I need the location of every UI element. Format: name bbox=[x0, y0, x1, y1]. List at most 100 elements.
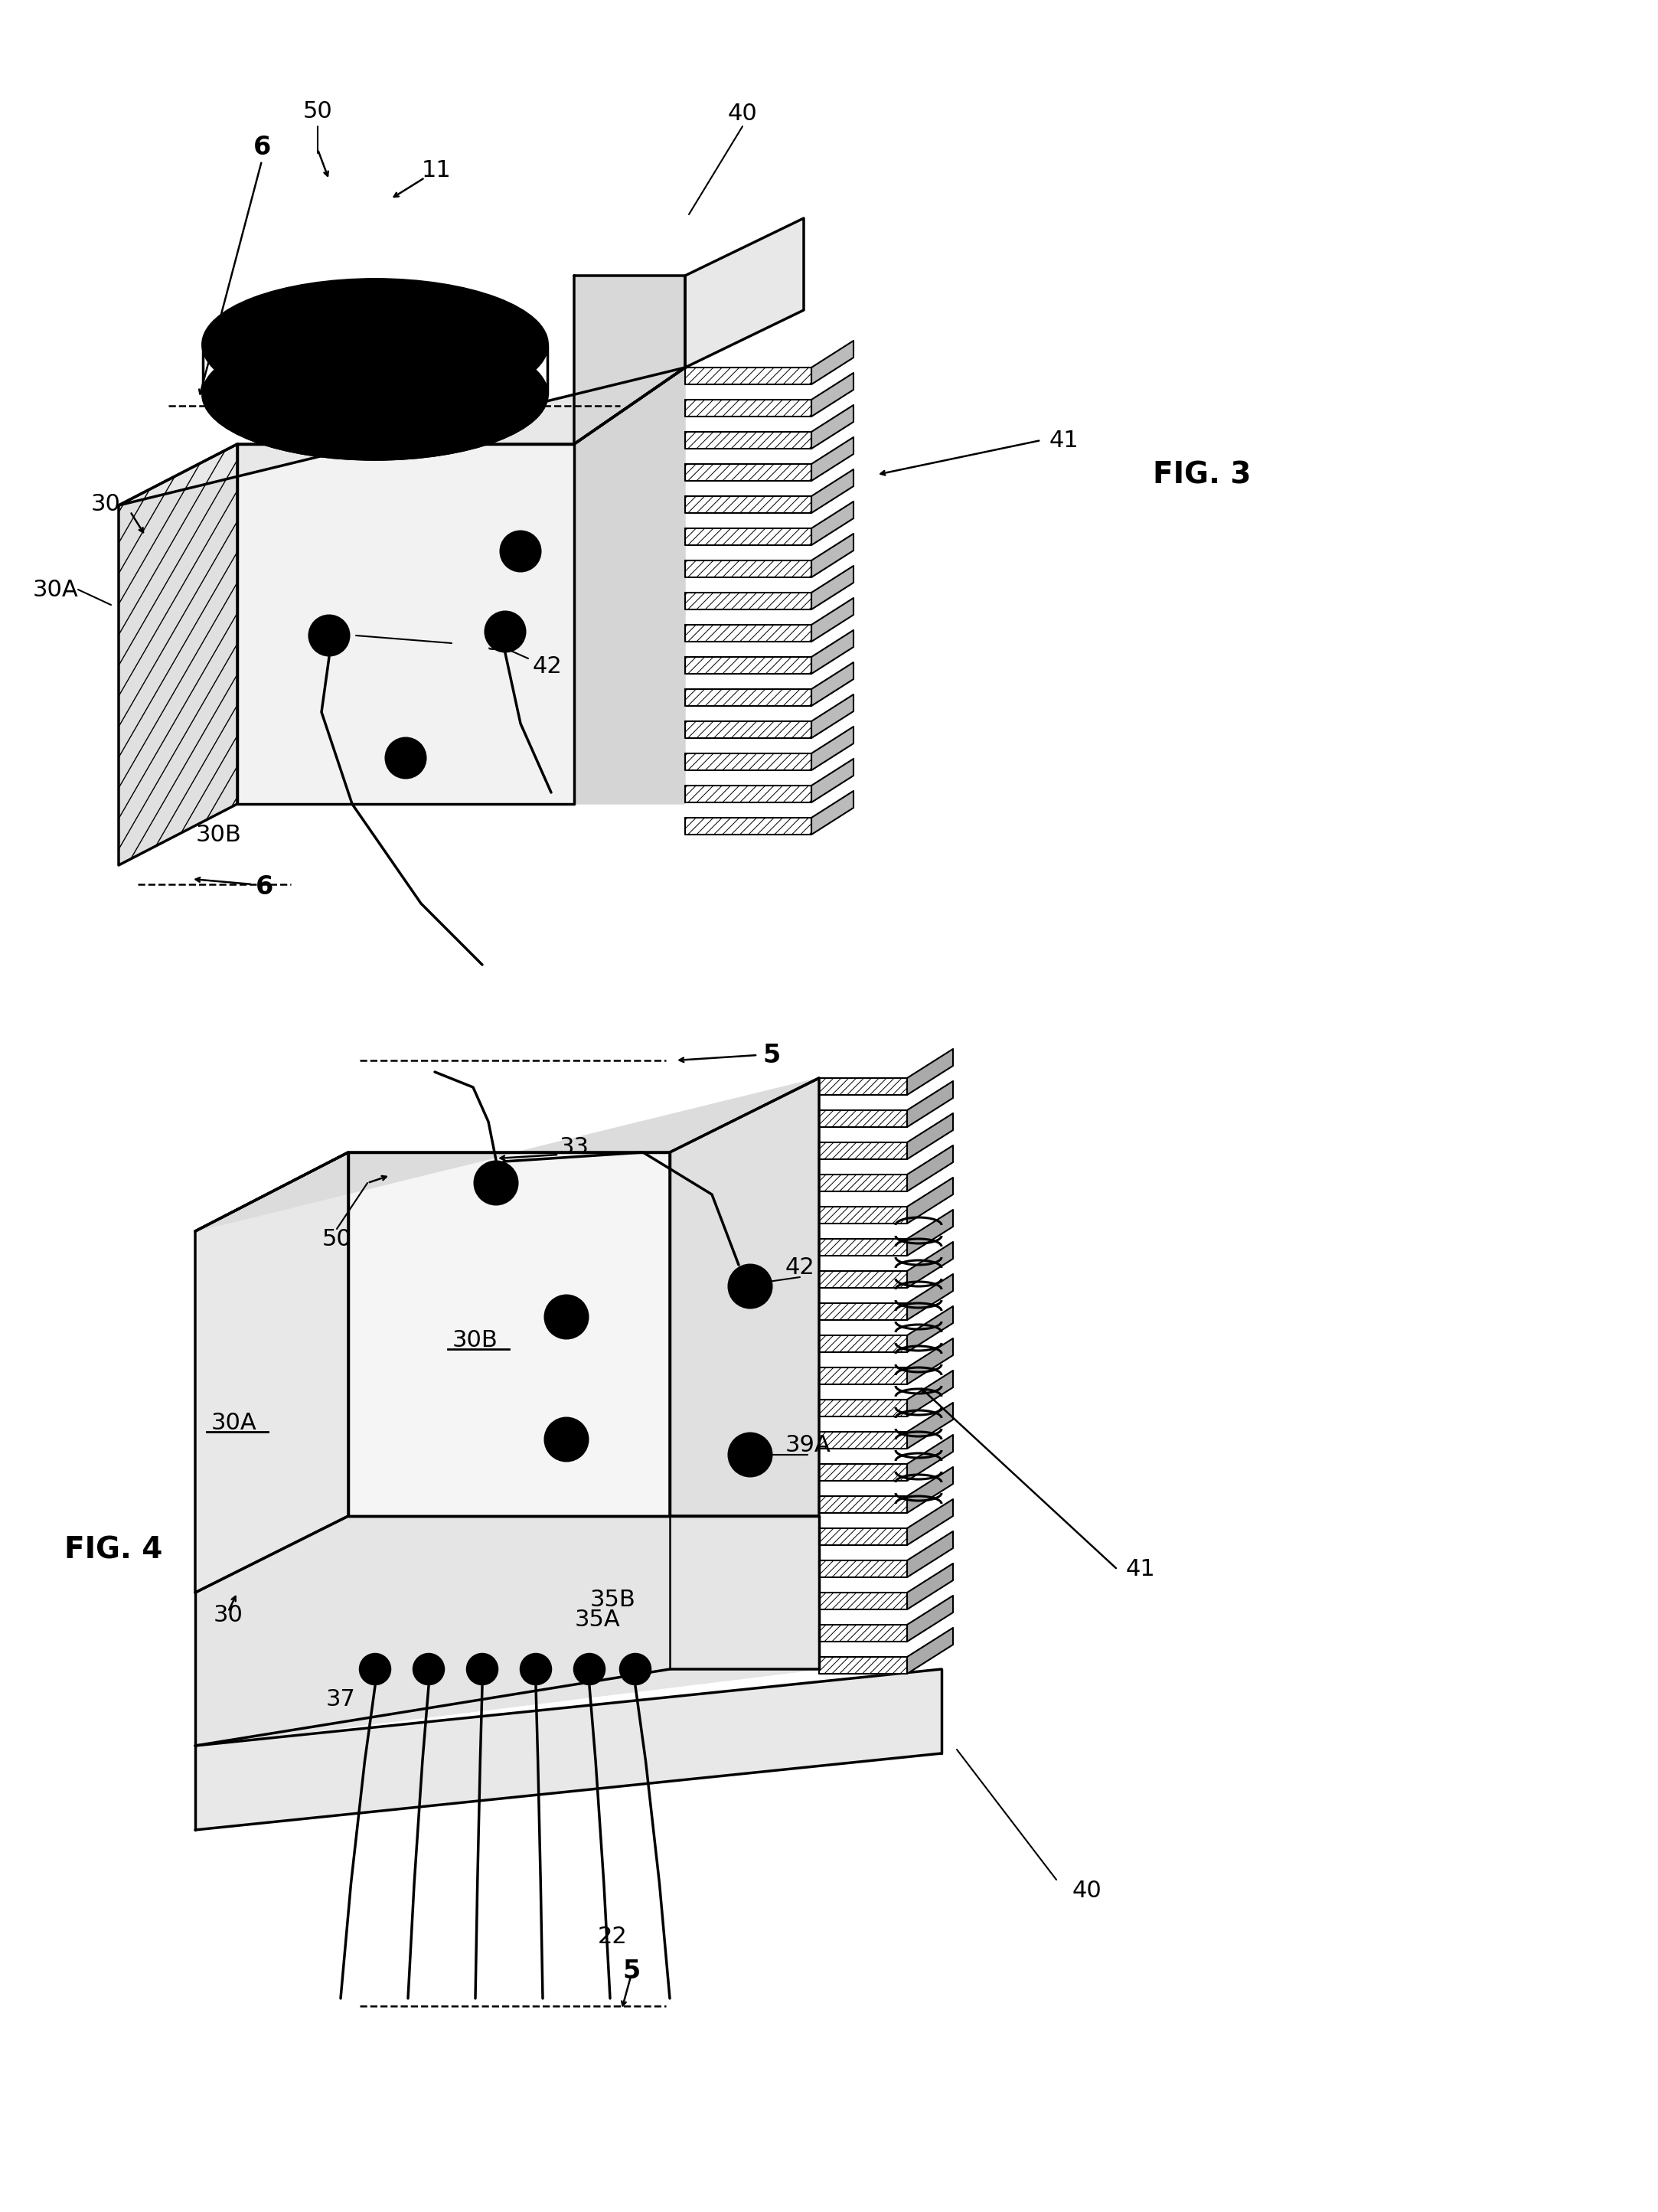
Polygon shape bbox=[819, 1336, 907, 1352]
Polygon shape bbox=[811, 630, 854, 675]
Circle shape bbox=[468, 1655, 497, 1686]
Polygon shape bbox=[819, 1110, 907, 1128]
Polygon shape bbox=[685, 529, 811, 544]
Text: 11: 11 bbox=[421, 159, 451, 181]
Circle shape bbox=[474, 1661, 489, 1677]
Circle shape bbox=[310, 615, 350, 655]
Polygon shape bbox=[907, 1531, 953, 1577]
Polygon shape bbox=[685, 219, 804, 367]
Polygon shape bbox=[670, 1077, 819, 1515]
Polygon shape bbox=[819, 1431, 907, 1449]
Polygon shape bbox=[907, 1402, 953, 1449]
Polygon shape bbox=[811, 341, 854, 385]
Polygon shape bbox=[237, 445, 574, 803]
Text: 40: 40 bbox=[1073, 1880, 1103, 1902]
Polygon shape bbox=[819, 1367, 907, 1385]
Text: 30B: 30B bbox=[196, 823, 240, 845]
Ellipse shape bbox=[350, 334, 400, 354]
Polygon shape bbox=[819, 1141, 907, 1159]
Circle shape bbox=[360, 1655, 390, 1686]
Polygon shape bbox=[196, 1152, 348, 1593]
Polygon shape bbox=[907, 1628, 953, 1674]
Ellipse shape bbox=[466, 332, 496, 343]
Polygon shape bbox=[811, 597, 854, 641]
Text: 35B: 35B bbox=[590, 1588, 635, 1610]
Circle shape bbox=[421, 1661, 436, 1677]
Polygon shape bbox=[907, 1595, 953, 1641]
Polygon shape bbox=[685, 465, 811, 480]
Text: 41: 41 bbox=[1050, 429, 1079, 451]
Polygon shape bbox=[196, 1077, 819, 1232]
Polygon shape bbox=[819, 1175, 907, 1192]
Polygon shape bbox=[907, 1241, 953, 1287]
Polygon shape bbox=[811, 695, 854, 739]
Polygon shape bbox=[907, 1210, 953, 1256]
Ellipse shape bbox=[307, 303, 337, 316]
Polygon shape bbox=[811, 374, 854, 416]
Polygon shape bbox=[811, 759, 854, 803]
Polygon shape bbox=[574, 367, 685, 803]
Polygon shape bbox=[685, 818, 811, 834]
Polygon shape bbox=[685, 754, 811, 770]
Circle shape bbox=[318, 624, 340, 646]
Polygon shape bbox=[119, 445, 237, 865]
Polygon shape bbox=[685, 624, 811, 641]
Text: 6: 6 bbox=[255, 874, 274, 900]
Polygon shape bbox=[819, 1272, 907, 1287]
Polygon shape bbox=[348, 1152, 670, 1515]
Text: 30A: 30A bbox=[33, 580, 78, 602]
Circle shape bbox=[730, 1265, 771, 1307]
Polygon shape bbox=[685, 785, 811, 803]
Polygon shape bbox=[819, 1559, 907, 1577]
Polygon shape bbox=[907, 1307, 953, 1352]
Circle shape bbox=[395, 748, 416, 770]
Circle shape bbox=[529, 1661, 544, 1677]
Polygon shape bbox=[907, 1371, 953, 1416]
Circle shape bbox=[555, 1305, 579, 1329]
Text: 37: 37 bbox=[325, 1688, 355, 1710]
Circle shape bbox=[620, 1655, 650, 1686]
Polygon shape bbox=[811, 469, 854, 513]
Polygon shape bbox=[811, 661, 854, 706]
Ellipse shape bbox=[340, 332, 410, 358]
Polygon shape bbox=[811, 438, 854, 480]
Polygon shape bbox=[819, 1239, 907, 1256]
Text: 41: 41 bbox=[1126, 1559, 1156, 1582]
Text: 5: 5 bbox=[763, 1042, 781, 1068]
Polygon shape bbox=[811, 405, 854, 449]
Circle shape bbox=[368, 1661, 383, 1677]
Polygon shape bbox=[819, 1528, 907, 1546]
Polygon shape bbox=[907, 1436, 953, 1480]
Polygon shape bbox=[819, 1400, 907, 1416]
Text: FIG. 4: FIG. 4 bbox=[65, 1535, 162, 1566]
Polygon shape bbox=[907, 1146, 953, 1192]
Circle shape bbox=[494, 622, 516, 641]
Polygon shape bbox=[685, 690, 811, 706]
Polygon shape bbox=[811, 726, 854, 770]
Text: 30B: 30B bbox=[451, 1329, 497, 1352]
Polygon shape bbox=[685, 495, 811, 513]
Text: 50: 50 bbox=[322, 1228, 351, 1250]
Ellipse shape bbox=[254, 334, 284, 347]
Text: 30: 30 bbox=[214, 1604, 244, 1626]
Polygon shape bbox=[196, 1670, 942, 1829]
Polygon shape bbox=[574, 276, 685, 445]
Circle shape bbox=[509, 540, 531, 562]
Circle shape bbox=[484, 1172, 507, 1194]
Polygon shape bbox=[819, 1593, 907, 1610]
Circle shape bbox=[555, 1429, 579, 1451]
Polygon shape bbox=[819, 1303, 907, 1321]
Polygon shape bbox=[819, 1077, 907, 1095]
Polygon shape bbox=[907, 1467, 953, 1513]
Text: 5: 5 bbox=[623, 1960, 640, 1984]
Ellipse shape bbox=[202, 279, 547, 409]
Polygon shape bbox=[685, 721, 811, 739]
Polygon shape bbox=[685, 400, 811, 416]
Circle shape bbox=[545, 1418, 589, 1460]
Circle shape bbox=[730, 1433, 771, 1475]
Text: 6: 6 bbox=[254, 135, 270, 159]
Text: 35A: 35A bbox=[574, 1608, 620, 1630]
Text: 50: 50 bbox=[303, 100, 333, 122]
Text: 42: 42 bbox=[532, 655, 562, 677]
Polygon shape bbox=[685, 560, 811, 577]
